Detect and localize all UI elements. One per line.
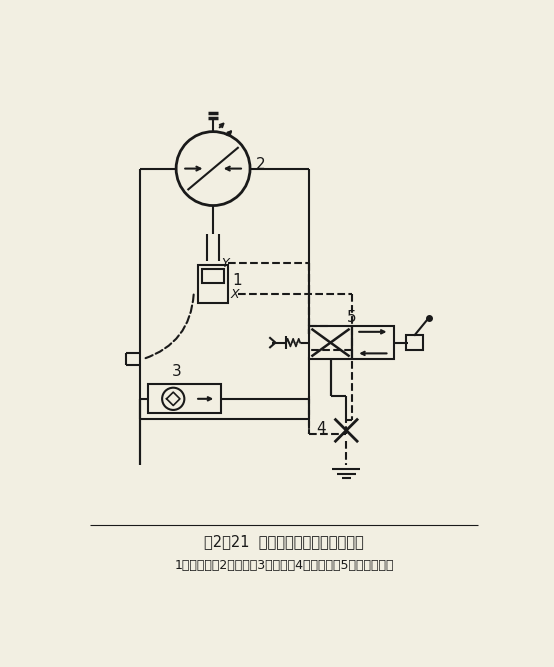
Text: 图2－21  手动控制有级变量马达回路: 图2－21 手动控制有级变量马达回路 (204, 534, 364, 550)
Bar (198, 265, 228, 303)
Bar (406, 335, 423, 350)
Text: Y: Y (222, 257, 229, 269)
Bar (202, 269, 224, 283)
Text: 5: 5 (347, 309, 356, 325)
Text: 4: 4 (317, 421, 326, 436)
Bar (352, 326, 394, 359)
Text: 1: 1 (232, 273, 242, 287)
Circle shape (176, 131, 250, 205)
Bar (147, 384, 221, 414)
Text: 2: 2 (256, 157, 266, 172)
Circle shape (162, 388, 184, 410)
Text: X: X (231, 287, 239, 301)
Text: 3: 3 (172, 364, 182, 379)
Bar (309, 326, 352, 359)
Text: 1－变量缸；2－马达；3－梭阀；4－节流阀；5－手动换向阀: 1－变量缸；2－马达；3－梭阀；4－节流阀；5－手动换向阀 (174, 559, 394, 572)
